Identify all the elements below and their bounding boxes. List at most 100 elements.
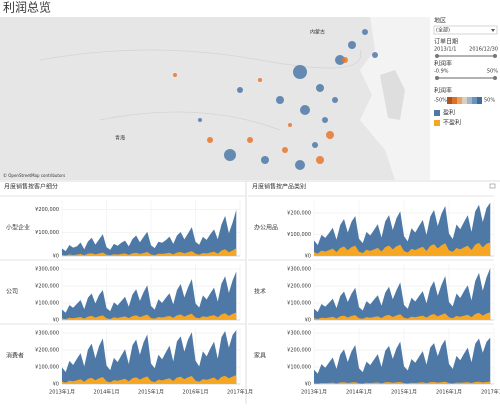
y-tick-label: ¥200,000 (287, 210, 311, 216)
x-tick-label: 2015年1月 (138, 389, 164, 396)
x-tick-label: 2017年1月 (227, 389, 253, 396)
slider-handle[interactable] (435, 76, 439, 80)
x-tick-label: 2014年1月 (346, 389, 372, 396)
map-bubble (322, 117, 328, 123)
area (62, 209, 237, 256)
slider-handle[interactable] (493, 76, 497, 80)
rate-max: 50% (487, 69, 498, 75)
y-tick-label: ¥100,000 (35, 230, 59, 236)
facet-label: 家具 (254, 352, 266, 360)
region-dropdown[interactable] (433, 25, 498, 35)
panel-title: 月度销售按产品类别 (252, 183, 306, 191)
map-bubble (207, 137, 213, 143)
map-bubble (237, 87, 243, 93)
area (314, 202, 491, 256)
x-tick-label: 2015年1月 (391, 389, 417, 396)
y-tick-label: ¥100,000 (287, 365, 311, 371)
y-tick-label: ¥300,000 (35, 331, 59, 337)
facet-label: 技术 (254, 288, 266, 296)
map-bubble (258, 78, 262, 82)
map-bubble (362, 29, 368, 35)
map-bubble (316, 156, 324, 164)
y-tick-label: ¥0 (305, 318, 311, 324)
facet-label: 小型企业 (6, 224, 30, 232)
y-tick-label: ¥0 (53, 318, 59, 324)
map-bubble (342, 57, 348, 63)
y-tick-label: ¥300,000 (287, 331, 311, 337)
area (314, 242, 491, 256)
legend-label: 盈利 (443, 109, 455, 117)
map-bubble (326, 131, 334, 139)
map: 内蒙古 青海 © OpenStreetMap contributors (0, 17, 430, 180)
area (314, 312, 491, 320)
y-tick-label: ¥0 (305, 382, 311, 388)
y-tick-label: ¥300,000 (35, 267, 59, 273)
map-land (0, 17, 430, 180)
rate-min: -0.9% (434, 69, 449, 75)
facet-label: 办公用品 (254, 224, 278, 232)
legend-title: 利润率 (434, 87, 452, 95)
map-bubble (261, 156, 269, 164)
map-bubble (173, 73, 177, 77)
area (314, 381, 491, 384)
x-tick-label: 2016年1月 (183, 389, 209, 396)
area (62, 248, 237, 256)
dashboard-title: 利润总览 (3, 0, 51, 15)
x-tick-label: 2016年1月 (436, 389, 462, 396)
map-bubble (295, 160, 305, 170)
map-bubble (332, 97, 338, 103)
color-min: -50% (434, 98, 447, 104)
x-tick-label: 2014年1月 (94, 389, 120, 396)
y-tick-label: ¥100,000 (287, 232, 311, 238)
map-bubble (288, 123, 292, 127)
x-tick-label: 2013年1月 (301, 389, 327, 396)
map-bubble (316, 84, 324, 92)
y-tick-label: ¥200,000 (287, 284, 311, 290)
map-label: 青海 (115, 135, 125, 142)
area (62, 312, 237, 320)
y-tick-label: ¥0 (53, 254, 59, 260)
x-tick-label: 2013年1月 (49, 389, 75, 396)
legend-swatch (434, 110, 440, 116)
map-bubble (312, 142, 318, 148)
map-bubble (276, 96, 284, 104)
color-max: 50% (484, 98, 495, 104)
y-tick-label: ¥200,000 (35, 207, 59, 213)
map-bubble (372, 52, 378, 58)
map-bubble (335, 55, 345, 65)
map-bubble (247, 137, 253, 143)
y-tick-label: ¥0 (305, 254, 311, 260)
map-bubble (293, 65, 307, 79)
map-bubble (282, 147, 288, 153)
expand-icon[interactable] (489, 183, 496, 189)
y-tick-label: ¥100,000 (35, 301, 59, 307)
y-tick-label: ¥200,000 (35, 348, 59, 354)
slider-handle[interactable] (493, 54, 497, 58)
area (314, 268, 491, 320)
facet-label: 公司 (6, 289, 18, 296)
filter-label: 地区 (434, 17, 446, 25)
map-peninsula (380, 70, 405, 120)
map-bubble (348, 41, 356, 49)
map-bubble (300, 105, 310, 115)
y-tick-label: ¥200,000 (287, 348, 311, 354)
date-end: 2016/12/30 (469, 47, 498, 53)
y-tick-label: ¥300,000 (287, 267, 311, 273)
y-tick-label: ¥100,000 (35, 365, 59, 371)
area (62, 375, 237, 384)
color-ramp (447, 97, 482, 104)
area (62, 330, 237, 384)
filter-panel: 地区 (全部) 订单日期 2013/1/1 2016/12/30 利润率 -0.… (433, 17, 498, 104)
map-bubble (198, 118, 202, 122)
slider-handle[interactable] (435, 54, 439, 58)
y-tick-label: ¥200,000 (35, 284, 59, 290)
x-tick-label: 2017年1月 (481, 389, 500, 396)
map-label: 内蒙古 (310, 29, 325, 36)
dropdown-arrow (491, 29, 495, 32)
y-tick-label: ¥0 (53, 382, 59, 388)
map-border (39, 49, 362, 131)
map-attribution: © OpenStreetMap contributors (3, 173, 65, 178)
filter-label: 利润率 (434, 60, 452, 68)
